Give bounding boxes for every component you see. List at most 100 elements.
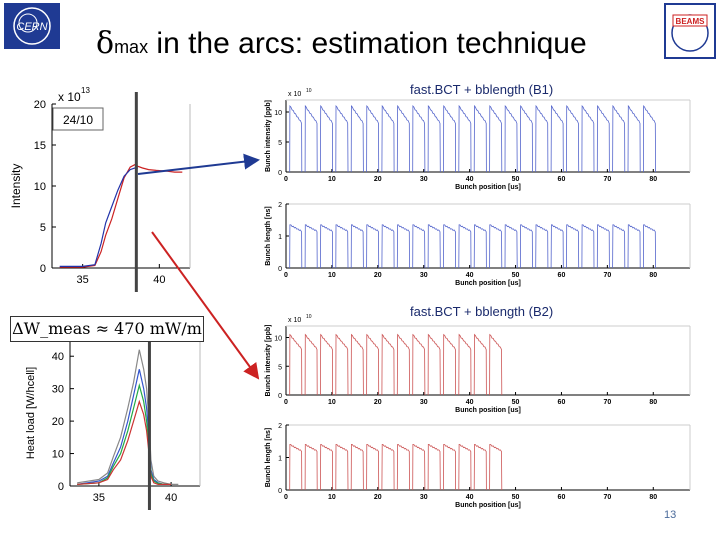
bunch-train xyxy=(289,444,303,491)
arrow-to-b1 xyxy=(137,153,260,175)
y-tick-label: 5 xyxy=(278,364,282,371)
bunch-train xyxy=(581,224,595,269)
bunch-train xyxy=(458,104,472,173)
y-tick-label: 2 xyxy=(278,423,282,430)
x-axis-label: Bunch position [us] xyxy=(455,407,521,414)
x-tick-label: 20 xyxy=(374,176,382,183)
bunch-train xyxy=(412,224,426,269)
bunch-train xyxy=(443,224,457,269)
bunch-train xyxy=(489,224,503,269)
bunch-train xyxy=(304,224,318,269)
x-tick-label: 70 xyxy=(603,272,611,279)
y-axis-label: Bunch length [ns] xyxy=(265,206,272,266)
series-line xyxy=(77,349,179,485)
bunch-train xyxy=(396,444,410,491)
x-tick-label: 30 xyxy=(420,176,428,183)
b1-bunch-intensity-chart: 0 5 10 0 10 20 30 40 50 60 70 80 Bunch position [us]… xyxy=(265,88,691,191)
bunch-train xyxy=(566,224,580,269)
bunch-train xyxy=(473,224,487,269)
y-tick-label: 0 xyxy=(58,481,64,493)
date-box xyxy=(52,107,104,131)
bunch-train xyxy=(396,333,410,396)
x-tick-label: 60 xyxy=(558,176,566,183)
bunch-train xyxy=(443,333,457,396)
x-tick-label: 30 xyxy=(420,399,428,406)
bunch-train xyxy=(627,224,641,269)
bunch-train xyxy=(366,333,380,396)
bunch-train xyxy=(550,104,564,173)
x-axis-label: Bunch position [us] xyxy=(455,280,521,287)
x-tick-label: 30 xyxy=(420,272,428,279)
bunch-train xyxy=(335,104,349,173)
bunch-train xyxy=(489,104,503,173)
x-tick-label: 50 xyxy=(512,399,520,406)
exponent-label: x 10 xyxy=(288,317,301,324)
bunch-train xyxy=(520,104,533,173)
bunch-train xyxy=(596,104,610,173)
exponent-value: 10 xyxy=(306,88,312,94)
y-tick-label: 15 xyxy=(34,140,46,152)
exponent-value: 10 xyxy=(306,314,312,320)
svg-text:BEAMS: BEAMS xyxy=(676,17,706,26)
y-tick-label: 5 xyxy=(278,140,282,147)
x-tick-label: 40 xyxy=(466,399,474,406)
bunch-train xyxy=(289,224,303,269)
x-tick-label: 40 xyxy=(165,492,177,504)
bunch-train xyxy=(427,444,441,491)
title-rest: in the arcs: estimation technique xyxy=(148,27,587,60)
bunch-train xyxy=(473,333,487,396)
x-tick-label: 80 xyxy=(649,399,657,406)
x-tick-label: 60 xyxy=(558,272,566,279)
x-tick-label: 35 xyxy=(77,274,89,286)
bunch-train xyxy=(520,224,533,269)
svg-text:CERN: CERN xyxy=(16,21,47,33)
x-tick-label: 80 xyxy=(649,272,657,279)
slide-title: δmax in the arcs: estimation technique xyxy=(96,26,587,61)
bunch-train xyxy=(289,333,303,396)
arrows xyxy=(137,153,260,380)
bunch-train xyxy=(319,104,334,173)
bunch-train xyxy=(643,104,656,173)
page-number: 13 xyxy=(664,509,677,521)
bunch-train xyxy=(350,444,364,491)
y-tick-label: 0 xyxy=(40,263,46,275)
beams-logo: BEAMS xyxy=(664,3,716,59)
bunch-train xyxy=(458,444,472,491)
caption-b1: fast.BCT + bblength (B1) xyxy=(410,82,554,97)
bunch-train xyxy=(381,333,395,396)
bunch-train xyxy=(350,333,364,396)
x-tick-label: 60 xyxy=(558,399,566,406)
bunch-train xyxy=(289,104,303,173)
x-tick-label: 10 xyxy=(328,272,336,279)
exponent-value: 13 xyxy=(81,86,90,95)
x-tick-label: 10 xyxy=(328,176,336,183)
x-axis-label: Bunch position [us] xyxy=(455,502,521,509)
y-tick-label: 0 xyxy=(278,488,282,495)
bunch-train xyxy=(335,333,349,396)
bunch-train xyxy=(596,224,610,269)
y-tick-label: 1 xyxy=(278,456,282,463)
bunch-train xyxy=(566,104,580,173)
x-tick-label: 0 xyxy=(284,399,288,406)
bunch-train xyxy=(381,224,395,269)
bunch-train xyxy=(550,224,564,269)
series-line xyxy=(77,399,172,485)
x-tick-label: 20 xyxy=(374,399,382,406)
bunch-train xyxy=(535,224,549,269)
y-axis-label: Heat load [W/hcell] xyxy=(25,367,37,459)
bunch-train xyxy=(304,333,318,396)
bunch-train xyxy=(427,104,441,173)
bunch-train xyxy=(304,104,318,173)
x-tick-label: 60 xyxy=(558,494,566,501)
x-tick-label: 10 xyxy=(328,399,336,406)
exponent-label: x 10 xyxy=(288,91,301,98)
cern-logo: CERN xyxy=(4,3,60,49)
x-tick-label: 80 xyxy=(649,494,657,501)
bunch-train xyxy=(443,444,457,491)
x-tick-label: 50 xyxy=(512,272,520,279)
bunch-train xyxy=(366,224,380,269)
bunch-train xyxy=(504,104,518,173)
y-axis-label: Bunch intensity [ppb] xyxy=(265,100,272,172)
x-tick-label: 0 xyxy=(284,272,288,279)
